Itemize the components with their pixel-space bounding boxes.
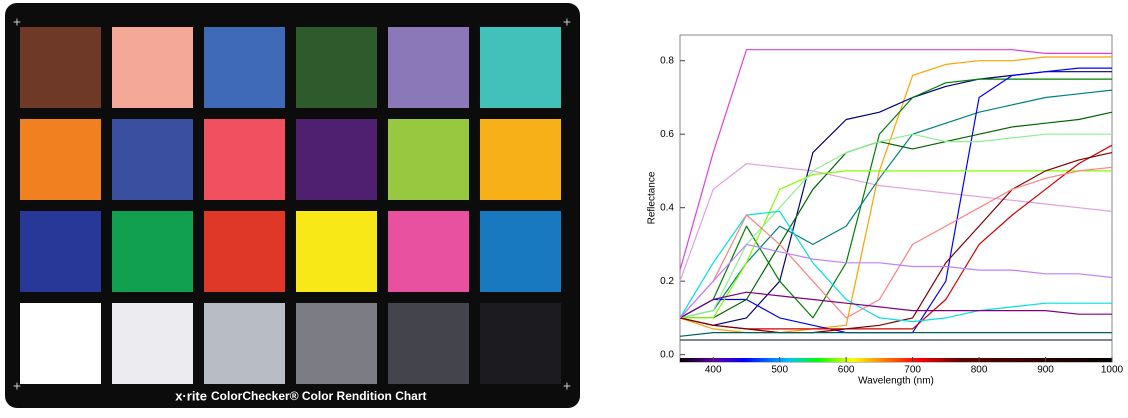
series-line (680, 153, 1112, 333)
x-tick-label: 900 (1037, 365, 1054, 376)
color-checker: + + + + x·rite ColorChecker® Color Rendi… (5, 3, 580, 408)
series-line (680, 79, 1112, 318)
patch (112, 211, 193, 292)
patch (296, 211, 377, 292)
patch (480, 27, 561, 108)
patch (296, 27, 377, 108)
x-tick-label: 400 (705, 365, 722, 376)
y-axis-label: Reflectance (647, 171, 658, 224)
x-tick-label: 500 (771, 365, 788, 376)
series-line (680, 145, 1112, 329)
patch (112, 303, 193, 384)
page: + + + + x·rite ColorChecker® Color Rendi… (0, 0, 1128, 413)
series-line (680, 112, 1112, 318)
patch (388, 211, 469, 292)
corner-mark: + (563, 378, 571, 394)
corner-mark: + (563, 14, 571, 30)
series-line (680, 292, 1112, 318)
x-tick-label: 1000 (1101, 365, 1124, 376)
series-line (680, 244, 1112, 318)
x-axis-label: Wavelength (nm) (858, 376, 934, 387)
plot-frame (680, 35, 1112, 362)
patch (112, 27, 193, 108)
caption: ColorChecker® Color Rendition Chart (211, 389, 427, 403)
y-tick-label: 0.6 (660, 129, 674, 140)
patch (480, 119, 561, 200)
y-tick-label: 0.0 (660, 349, 674, 360)
spectrum-bar (680, 358, 1112, 362)
reflectance-chart: Reflectance Wavelength (nm) 0.0 0.2 0.4 0.6… (647, 35, 1124, 387)
patch (480, 303, 561, 384)
y-tick-label: 0.2 (660, 276, 674, 287)
patch (20, 211, 101, 292)
series-line (680, 72, 1112, 326)
series-line (680, 333, 1112, 337)
patch (20, 119, 101, 200)
patch (296, 119, 377, 200)
series-line (680, 171, 1112, 318)
series-line (680, 134, 1112, 318)
patch (388, 303, 469, 384)
x-tick-label: 800 (971, 365, 988, 376)
y-tick-label: 0.8 (660, 55, 674, 66)
series-line (680, 57, 1112, 333)
y-tick-label: 0.4 (660, 202, 674, 213)
corner-mark: + (13, 378, 21, 394)
patch (204, 211, 285, 292)
patch (20, 27, 101, 108)
patch (204, 119, 285, 200)
series-line (680, 167, 1112, 318)
patch (112, 119, 193, 200)
x-tick-label: 600 (838, 365, 855, 376)
patch (388, 27, 469, 108)
patch (296, 303, 377, 384)
patch (20, 303, 101, 384)
patch (388, 119, 469, 200)
patch (480, 211, 561, 292)
patch (204, 303, 285, 384)
corner-mark: + (13, 14, 21, 30)
series-line (680, 164, 1112, 282)
x-tick-label: 700 (904, 365, 921, 376)
series-line (680, 50, 1112, 270)
patch (204, 27, 285, 108)
brand: x·rite (175, 388, 207, 403)
